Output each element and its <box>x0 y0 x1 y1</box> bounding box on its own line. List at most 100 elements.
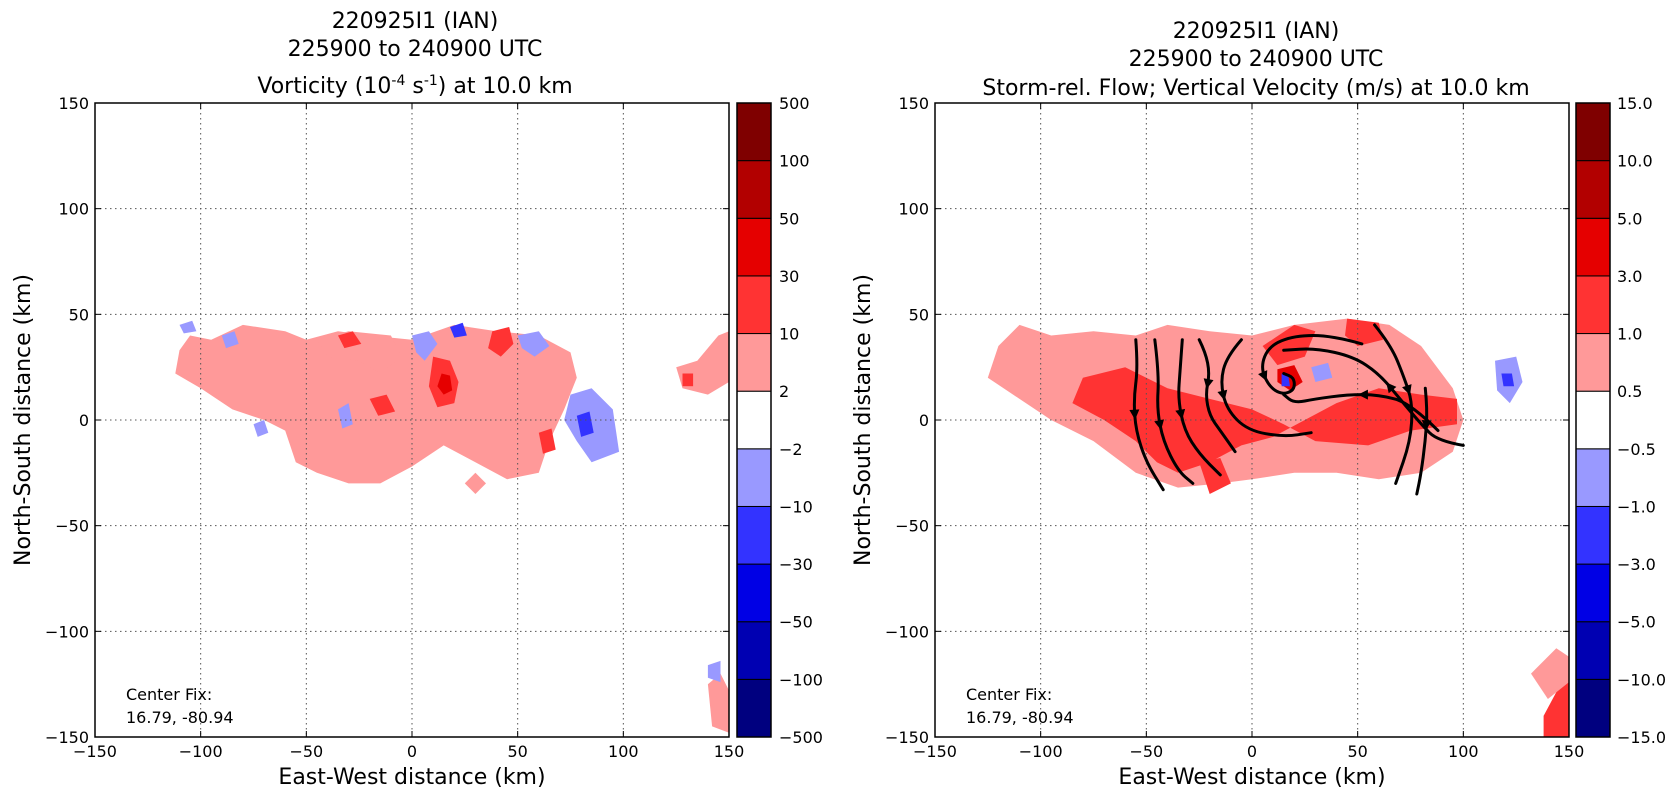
colorbar-frame <box>736 102 772 738</box>
panel1-contours <box>175 320 729 733</box>
contour-region <box>1531 648 1569 699</box>
streamline-arrow <box>1357 389 1368 400</box>
contour-region <box>369 394 396 416</box>
colorbar-band <box>1575 678 1611 738</box>
colorbar-band <box>1575 102 1611 162</box>
contour-region <box>253 420 269 437</box>
y-tick-label: 150 <box>898 94 929 113</box>
contour-region <box>1543 677 1569 737</box>
colorbar-tick-label: −100 <box>779 670 823 689</box>
contour-region <box>179 320 197 334</box>
panel1-title-sup2: -1 <box>424 73 438 89</box>
vertical-velocity-panel: 220925I1 (IAN) 225900 to 240900 UTC Stor… <box>851 19 1666 790</box>
contour-region <box>576 411 594 437</box>
contour-region <box>682 373 694 387</box>
streamline-arrow <box>1217 389 1228 401</box>
colorbar-tick-label: −500 <box>779 728 823 747</box>
panel2-streamlines <box>1129 323 1465 496</box>
streamline-arrow <box>1175 408 1186 420</box>
colorbar-tick-label: −2 <box>779 440 803 459</box>
contour-region <box>538 428 556 454</box>
x-tick-label: −100 <box>1019 742 1063 761</box>
colorbar-band <box>1575 160 1611 219</box>
colorbar-band <box>1575 217 1611 277</box>
streamline <box>1415 386 1429 496</box>
colorbar-tick-label: 10.0 <box>1617 152 1653 171</box>
x-tick-label: −50 <box>289 742 323 761</box>
contour-region <box>517 331 550 357</box>
x-tick-label: 100 <box>1448 742 1479 761</box>
streamline-arrow <box>1386 382 1397 394</box>
contour-region <box>338 331 362 349</box>
y-tick-label: −50 <box>895 517 929 536</box>
panel1-colorbar: −500 −100 −50 −30 −10 −2 2 10 30 50 100 500 <box>736 94 823 747</box>
contour-region <box>707 673 729 733</box>
panel1-center-fix-value: 16.79, -80.94 <box>126 708 234 727</box>
y-tick-label: −100 <box>45 622 89 641</box>
panel1-x-ticks: −150 −100 −50 0 50 100 150 <box>73 103 744 761</box>
colorbar-band <box>736 102 772 162</box>
panel1-title-main: Vorticity (10 <box>257 74 391 99</box>
panel2-grid <box>935 103 1569 737</box>
colorbar-band <box>1575 505 1611 565</box>
y-tick-label: −150 <box>45 728 89 747</box>
colorbar-band <box>736 160 772 219</box>
y-tick-label: −50 <box>55 517 89 536</box>
contour-region <box>1072 367 1457 473</box>
panel1-grid <box>95 103 729 737</box>
y-tick-label: −100 <box>885 622 929 641</box>
contour-region <box>437 373 453 395</box>
contour-region <box>1501 373 1515 387</box>
colorbar-tick-label: −10 <box>779 497 813 516</box>
colorbar-frame <box>1575 102 1611 738</box>
contour-region <box>221 331 239 349</box>
panel2-title-line3: Storm-rel. Flow; Vertical Velocity (m/s)… <box>982 76 1529 101</box>
colorbar-tick-label: 15.0 <box>1617 94 1653 113</box>
streamline-arrow <box>1258 370 1268 382</box>
colorbar-tick-label: 100 <box>779 152 810 171</box>
colorbar-band <box>736 448 772 507</box>
colorbar-tick-label: 30 <box>779 267 799 286</box>
colorbar-tick-label: −3.0 <box>1617 555 1656 574</box>
colorbar-tick-label: −1.0 <box>1617 497 1656 516</box>
streamline-arrow <box>1129 409 1140 420</box>
colorbar-tick-label: −50 <box>779 613 813 632</box>
colorbar-band <box>736 390 772 450</box>
colorbar-tick-label: −10.0 <box>1617 670 1666 689</box>
x-tick-label: −50 <box>1129 742 1163 761</box>
colorbar-band <box>736 505 772 565</box>
colorbar-tick-label: −0.5 <box>1617 440 1656 459</box>
x-tick-label: 50 <box>1347 742 1367 761</box>
panel1-x-axis-label: East-West distance (km) <box>278 765 545 790</box>
panel1-y-ticks: −150 −100 −50 0 50 100 150 <box>45 94 729 747</box>
panel2-colorbar: −15.0 −10.0 −5.0 −3.0 −1.0 −0.5 0.5 1.0 3.0 5.0 10… <box>1575 94 1666 747</box>
panel1-y-axis-label: North-South distance (km) <box>11 274 36 566</box>
y-tick-label: 100 <box>58 200 89 219</box>
panel1-title-line2: 225900 to 240900 UTC <box>288 37 543 62</box>
colorbar-band <box>1575 563 1611 623</box>
colorbar-tick-label: 0.5 <box>1617 382 1642 401</box>
colorbar-tick-label: 5.0 <box>1617 209 1642 228</box>
y-tick-label: 0 <box>79 411 89 430</box>
y-tick-label: 100 <box>898 200 929 219</box>
streamline-arrow <box>1421 419 1432 431</box>
panel2-plot-area <box>935 103 1569 737</box>
panel1-center-fix-label: Center Fix: <box>126 685 212 704</box>
y-tick-label: 50 <box>909 305 929 324</box>
colorbar-tick-label: −15.0 <box>1617 728 1666 747</box>
panel1-title-end: ) at 10.0 km <box>438 74 573 99</box>
panel2-x-ticks: −150 −100 −50 0 50 100 150 <box>913 103 1584 761</box>
x-tick-label: 0 <box>407 742 417 761</box>
colorbar-tick-label: 50 <box>779 209 799 228</box>
contour-region <box>488 327 514 357</box>
colorbar-tick-label: 2 <box>779 382 789 401</box>
panel1-plot-area <box>95 103 729 737</box>
colorbar-tick-label: 3.0 <box>1617 267 1642 286</box>
x-tick-label: 0 <box>1247 742 1257 761</box>
x-tick-label: 150 <box>1554 742 1585 761</box>
colorbar-tick-label: 10 <box>779 325 799 344</box>
contour-region <box>1311 362 1333 382</box>
y-tick-label: −150 <box>885 728 929 747</box>
contour-region <box>464 472 486 494</box>
